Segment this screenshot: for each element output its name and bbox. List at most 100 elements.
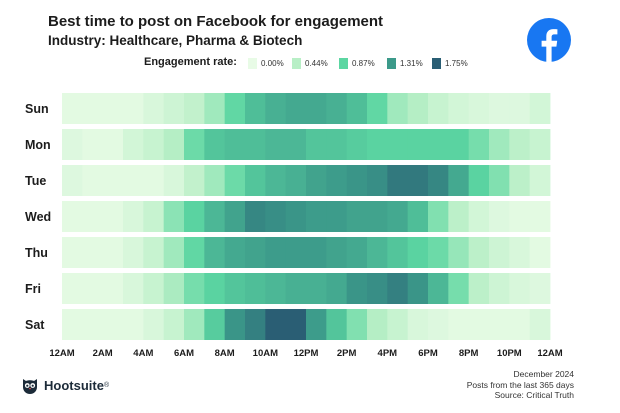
heatmap-cell [468,309,490,340]
heatmap-cell [265,273,287,304]
heatmap-cell [468,165,490,196]
legend-swatch [339,57,348,69]
heatmap-cell [102,165,124,196]
heatmap-cell [306,309,327,340]
heatmap-cell [326,165,348,196]
heatmap-cell [407,309,429,340]
heatmap-cell [163,201,185,232]
heatmap-cell [306,273,327,304]
heatmap-cell [346,93,368,124]
heatmap-cell [102,237,124,268]
heatmap-cell [428,93,449,124]
heatmap-cell [102,273,124,304]
x-tick-label: 4PM [378,348,398,359]
footer-source: Source: Critical Truth [494,390,574,400]
heatmap-cell [509,93,531,124]
heatmap-cell [489,237,510,268]
x-tick-label: 12AM [49,348,74,359]
heatmap-cell [428,273,449,304]
heatmap-cell [367,201,388,232]
footer-period: Posts from the last 365 days [466,379,574,390]
heatmap-cell [285,309,307,340]
heatmap-cell [102,309,124,340]
heatmap-cell [489,129,510,160]
heatmap-cell [529,129,551,160]
heatmap-cell [428,237,449,268]
heatmap-cell [204,309,226,340]
heatmap-cell [387,237,409,268]
heatmap-cell [489,309,510,340]
heatmap-cell [265,309,287,340]
heatmap-cell [224,237,246,268]
heatmap-cell [489,201,510,232]
heatmap-cell [62,165,83,196]
row-label-fri: Fri [25,282,41,296]
heatmap-cell [143,237,165,268]
heatmap-cell [163,237,185,268]
heatmap-cell [468,201,490,232]
heatmap-cell [123,129,144,160]
heatmap-cell [265,93,287,124]
heatmap-cell [102,201,124,232]
heatmap-cell [62,237,83,268]
heatmap-cell [184,93,205,124]
heatmap-cell [62,129,83,160]
heatmap-cell [143,93,165,124]
heatmap-cell [285,237,307,268]
x-tick-label: 2AM [93,348,113,359]
heatmap-cell [326,273,348,304]
heatmap-cell [123,165,144,196]
heatmap-cell [367,309,388,340]
heatmap-cell [184,273,205,304]
legend-value: 1.75% [445,58,468,68]
heatmap-cell [102,93,124,124]
heatmap-cell [367,93,388,124]
heatmap-cell [367,273,388,304]
heatmap-cell [367,237,388,268]
row-label-mon: Mon [25,138,51,152]
heatmap-cell [224,165,246,196]
heatmap-cell [346,165,368,196]
heatmap-cell [184,201,205,232]
heatmap-cell [306,93,327,124]
heatmap-cell [285,273,307,304]
heatmap-cell [448,93,470,124]
heatmap-cell [407,273,429,304]
heatmap-cell [489,165,510,196]
heatmap-cell [428,165,449,196]
heatmap-cell [224,273,246,304]
heatmap-cell [346,201,368,232]
heatmap-cell [529,309,551,340]
facebook-logo-icon [527,18,571,62]
heatmap-cell [123,273,144,304]
heatmap-cell [82,237,104,268]
heatmap-cell [123,201,144,232]
legend-value: 0.00% [261,58,284,68]
heatmap-cell [245,129,266,160]
legend-item: 1.31% [387,56,423,70]
x-tick-label: 2PM [337,348,357,359]
x-tick-label: 6PM [418,348,438,359]
heatmap-cell [468,129,490,160]
legend-value: 0.87% [352,58,375,68]
heatmap-cell [326,129,348,160]
x-tick-label: 4AM [133,348,153,359]
heatmap-cell [265,237,287,268]
legend-swatch [292,57,301,69]
heatmap-cell [529,273,551,304]
heatmap-cell [509,273,531,304]
heatmap-cell [163,273,185,304]
heatmap-cell [204,165,226,196]
heatmap-cell [509,237,531,268]
heatmap-cell [387,93,409,124]
heatmap-cell [265,165,287,196]
legend-swatch [432,57,441,69]
heatmap-cell [326,201,348,232]
heatmap-cell [285,93,307,124]
legend-value: 1.31% [400,58,423,68]
hootsuite-logo: Hootsuite ® [20,375,109,395]
heatmap-cell [326,93,348,124]
heatmap-cell [428,129,449,160]
heatmap-cell [529,237,551,268]
heatmap-cell [489,93,510,124]
